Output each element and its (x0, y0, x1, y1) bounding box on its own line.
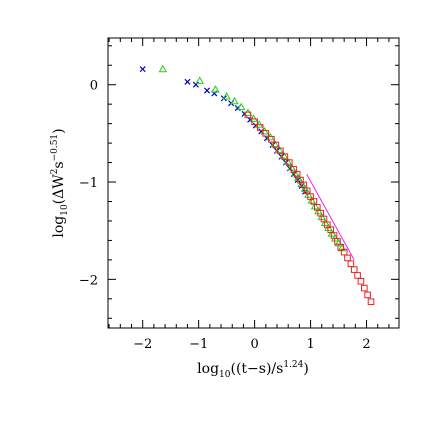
data-point-square (364, 291, 371, 299)
data-point-triangle (211, 85, 220, 93)
data-point-square (244, 111, 252, 119)
y-tick-label: 0 (90, 79, 98, 94)
data-point-cross (139, 66, 146, 73)
data-point-triangle (283, 157, 292, 165)
x-tick-label: 1 (306, 337, 314, 352)
x-tick-label: 0 (250, 337, 258, 352)
data-point-triangle (249, 114, 258, 122)
x-tick-label: −1 (189, 337, 208, 352)
data-point-square (281, 153, 289, 161)
data-point-square (324, 221, 331, 229)
data-point-square (297, 176, 304, 184)
data-point-square (350, 266, 358, 273)
x-tick-label: −2 (133, 337, 152, 352)
data-point-square (334, 238, 341, 245)
data-point-square (307, 193, 314, 200)
data-points (139, 64, 375, 306)
data-point-square (277, 147, 284, 155)
data-point-square (361, 284, 368, 292)
data-point-triangle (222, 91, 231, 100)
data-point-square (344, 254, 351, 262)
data-point-square (293, 170, 301, 178)
data-point-square (347, 260, 355, 268)
data-point-triangle (195, 76, 205, 84)
data-point-square (330, 232, 338, 239)
data-point-square (310, 198, 318, 205)
data-point-square (272, 141, 280, 149)
y-axis-label: log10(ΔW2s−0.51) (50, 128, 70, 237)
data-point-triangle (307, 196, 316, 204)
data-point-triangle (158, 64, 168, 73)
data-point-cross (204, 87, 211, 94)
y-tick-label: −1 (79, 176, 98, 191)
y-tick-label: −2 (79, 273, 98, 288)
axis-ticks (108, 38, 399, 328)
data-point-square (340, 248, 348, 256)
reference-line (306, 173, 355, 261)
data-point-square (251, 118, 258, 125)
data-point-triangle (230, 96, 239, 105)
data-point-square (313, 204, 321, 211)
data-point-square (256, 124, 264, 131)
data-point-square (367, 298, 375, 306)
data-point-triangle (297, 179, 306, 188)
x-axis-label: log10((t−s)/s1.24) (197, 360, 309, 380)
data-point-square (357, 277, 365, 285)
x-tick-label: 2 (362, 337, 370, 352)
data-point-square (320, 215, 328, 223)
data-point-square (262, 130, 270, 137)
plot-frame (107, 37, 400, 329)
data-point-triangle (310, 201, 320, 210)
data-point-square (337, 243, 345, 251)
data-point-square (317, 209, 324, 217)
data-point-square (354, 272, 361, 279)
data-point-square (290, 166, 298, 173)
data-point-square (286, 159, 293, 166)
data-point-triangle (290, 168, 300, 177)
data-point-triangle (236, 102, 246, 111)
data-point-cross (184, 78, 191, 85)
tick-labels: −2 −1 0 1 2 0 −1 −2 (79, 79, 371, 352)
data-point-square (268, 135, 275, 143)
data-point-square (303, 187, 311, 195)
data-point-square (327, 226, 335, 234)
data-point-square (300, 181, 308, 189)
